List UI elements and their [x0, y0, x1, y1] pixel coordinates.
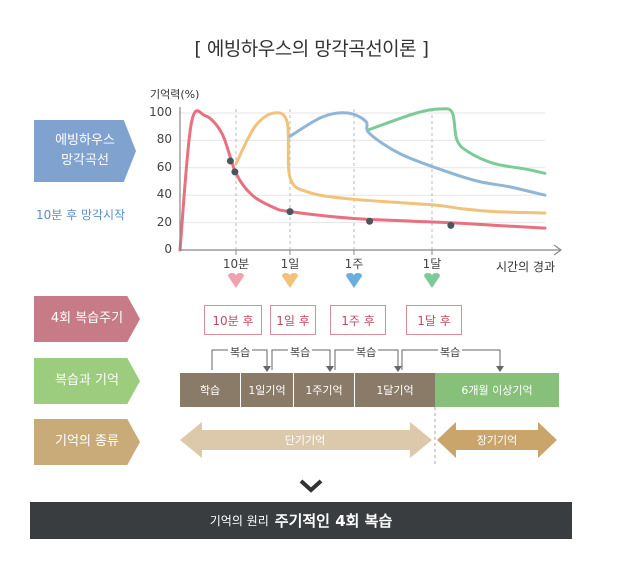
interval-1month: 1달 후 — [406, 305, 462, 335]
y-tick-label: 0 — [164, 242, 172, 256]
long-term-label: 장기기억 — [476, 434, 518, 447]
long-term-arrow — [437, 422, 557, 458]
y-tick-label: 20 — [156, 214, 172, 229]
interval-10min: 10분 후 — [204, 305, 262, 335]
review-point-1 — [231, 168, 239, 176]
curve-series-3 — [368, 107, 547, 175]
interval-marker-0 — [228, 273, 244, 288]
interval-1day: 1일 후 — [270, 305, 316, 335]
interval-1week: 1주 후 — [330, 305, 386, 335]
page-title: [ 에빙하우스의 망각곡선이론 ] — [194, 38, 429, 60]
y-axis-label: 기억력(%) — [150, 88, 200, 101]
stage-1month: 1달기억 — [355, 373, 435, 407]
x-tick-label: 1주 — [344, 257, 364, 271]
review-point-3 — [366, 217, 374, 225]
chart-grid — [180, 112, 545, 251]
tag-memory-types: 기억의 종류 — [34, 419, 140, 465]
review-label-2: 복습 — [288, 344, 313, 360]
tag-forgetting-curve: 에빙하우스 망각곡선 — [34, 120, 136, 182]
x-tick-label: 1달 — [422, 257, 442, 271]
y-tick-label: 100 — [149, 105, 172, 119]
stage-study: 학습 — [180, 373, 241, 407]
y-tick-label: 60 — [156, 159, 172, 174]
footer-emphasis: 주기적인 4회 복습 — [274, 512, 393, 530]
review-point-0 — [226, 157, 234, 165]
curve-series-1 — [234, 111, 547, 215]
x-tick-label: 10분 — [222, 257, 250, 271]
interval-marker-1 — [282, 273, 298, 288]
review-label-4: 복습 — [438, 344, 463, 360]
y-tick-label: 80 — [156, 132, 172, 147]
stage-1week: 1주기억 — [294, 373, 355, 407]
long-term-divider — [434, 407, 436, 467]
review-point-4 — [447, 221, 455, 229]
chart-axes — [179, 107, 563, 256]
y-tick-label: 40 — [156, 187, 172, 202]
interval-marker-2 — [346, 273, 362, 288]
x-axis-arrowhead — [553, 244, 563, 256]
tag-review-memory: 복습과 기억 — [34, 358, 140, 404]
curve-series-0 — [178, 109, 547, 252]
footer-prefix: 기억의 원리 — [209, 514, 269, 528]
review-label-1: 복습 — [228, 344, 253, 360]
interval-markers — [228, 273, 440, 288]
interval-marker-3 — [424, 273, 440, 288]
review-label-3: 복습 — [354, 344, 379, 360]
tag-review-cycle: 4회 복습주기 — [34, 296, 140, 342]
forgetting-curve-chart — [178, 107, 563, 256]
stage-1day: 1일기억 — [241, 373, 294, 407]
review-point-2 — [286, 208, 294, 216]
short-term-arrow — [180, 422, 432, 458]
x-axis-label: 시간의 경과 — [496, 260, 556, 274]
review-dots — [226, 157, 455, 229]
forget-start-note: 10분 후 망각시작 — [36, 208, 126, 222]
stage-6months: 6개월 이상기억 — [435, 373, 559, 407]
chart-curves — [178, 107, 547, 252]
review-guides — [235, 109, 433, 250]
memory-type-arrows — [180, 422, 557, 458]
x-tick-label: 1일 — [280, 257, 300, 271]
footer-banner: 기억의 원리 주기적인 4회 복습 — [30, 502, 572, 539]
chevron-down-icon — [299, 479, 323, 493]
curve-series-2 — [288, 111, 547, 197]
short-term-label: 단기기억 — [284, 434, 326, 447]
